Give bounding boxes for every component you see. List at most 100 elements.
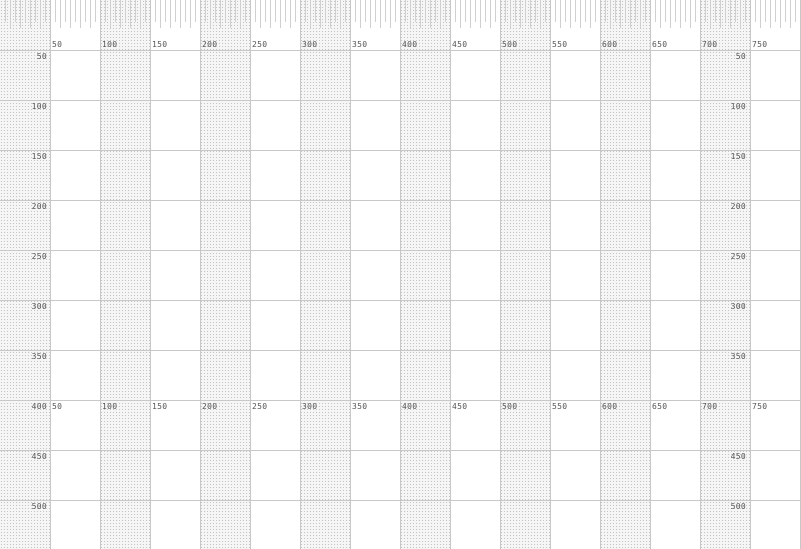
ruler-tick — [655, 0, 656, 22]
ruler-tick — [135, 0, 136, 22]
ruler-label: 50 — [735, 52, 746, 61]
ruler-tick — [165, 0, 166, 22]
grid-horizontal-line — [0, 150, 801, 151]
grid-horizontal-line — [0, 250, 801, 251]
dotted-column-band — [600, 0, 650, 549]
ruler-label: 350 — [31, 352, 47, 361]
ruler-tick — [715, 0, 716, 22]
ruler-tick — [760, 0, 761, 28]
ruler-tick — [210, 0, 211, 28]
dotted-column-band — [0, 0, 50, 549]
ruler-tick — [635, 0, 636, 22]
ruler-tick — [690, 0, 691, 28]
ruler-tick — [580, 0, 581, 28]
ruler-tick — [235, 0, 236, 22]
ruler-tick — [590, 0, 591, 28]
ruler-tick — [540, 0, 541, 28]
ruler-tick — [640, 0, 641, 28]
ruler-label: 250 — [730, 252, 746, 261]
ruler-tick — [95, 0, 96, 22]
ruler-tick — [480, 0, 481, 28]
grid-vertical-line — [250, 0, 251, 549]
ruler-tick — [20, 0, 21, 28]
ruler-tick — [595, 0, 596, 22]
ruler-tick — [305, 0, 306, 22]
ruler-tick — [295, 0, 296, 22]
ruler-tick — [255, 0, 256, 22]
ruler-tick — [290, 0, 291, 28]
ruler-tick — [340, 0, 341, 28]
ruler-tick — [55, 0, 56, 22]
ruler-label: 100 — [31, 102, 47, 111]
ruler-label: 200 — [202, 40, 218, 49]
grid-vertical-line — [100, 0, 101, 549]
grid-vertical-line — [300, 0, 301, 549]
ruler-tick — [30, 0, 31, 28]
ruler-tick — [725, 0, 726, 22]
ruler-label: 300 — [31, 302, 47, 311]
ruler-tick — [270, 0, 271, 28]
ruler-tick — [110, 0, 111, 28]
ruler-tick — [475, 0, 476, 22]
ruler-tick — [325, 0, 326, 22]
ruler-tick — [370, 0, 371, 28]
ruler-tick — [85, 0, 86, 22]
ruler-label: 250 — [252, 402, 268, 411]
ruler-tick — [505, 0, 506, 22]
ruler-tick — [330, 0, 331, 28]
ruler-tick — [360, 0, 361, 28]
ruler-tick — [320, 0, 321, 28]
grid-horizontal-line — [0, 300, 801, 301]
ruler-tick — [685, 0, 686, 22]
ruler-tick — [75, 0, 76, 22]
ruler-tick — [260, 0, 261, 28]
ruler-label: 200 — [730, 202, 746, 211]
grid-vertical-line — [400, 0, 401, 549]
ruler-tick — [455, 0, 456, 22]
ruler-tick — [15, 0, 16, 22]
grid-vertical-line — [600, 0, 601, 549]
ruler-tick — [120, 0, 121, 28]
ruler-label: 650 — [652, 40, 668, 49]
ruler-label: 450 — [452, 40, 468, 49]
ruler-tick — [140, 0, 141, 28]
ruler-tick — [45, 0, 46, 22]
ruler-label: 350 — [352, 402, 368, 411]
ruler-tick — [440, 0, 441, 28]
ruler-tick — [430, 0, 431, 28]
grid-vertical-line — [750, 0, 751, 549]
ruler-label: 150 — [152, 402, 168, 411]
ruler-tick — [155, 0, 156, 22]
ruler-tick — [710, 0, 711, 28]
ruler-tick — [615, 0, 616, 22]
ruler-tick — [60, 0, 61, 28]
ruler-label: 600 — [602, 40, 618, 49]
grid-vertical-line — [50, 0, 51, 549]
ruler-tick — [660, 0, 661, 28]
ruler-tick — [735, 0, 736, 22]
ruler-tick — [310, 0, 311, 28]
dotted-column-band — [100, 0, 150, 549]
ruler-label: 400 — [31, 402, 47, 411]
ruler-tick — [555, 0, 556, 22]
ruler-tick — [425, 0, 426, 22]
ruler-tick — [335, 0, 336, 22]
ruler-label: 300 — [302, 40, 318, 49]
grid-horizontal-line — [0, 500, 801, 501]
ruler-tick — [390, 0, 391, 28]
ruler-label: 650 — [652, 402, 668, 411]
ruler-label: 500 — [31, 502, 47, 511]
ruler-tick — [645, 0, 646, 22]
grid-vertical-line — [150, 0, 151, 549]
ruler-label: 700 — [702, 402, 718, 411]
ruler-label: 250 — [252, 40, 268, 49]
ruler-label: 450 — [730, 452, 746, 461]
ruler-tick — [510, 0, 511, 28]
ruler-tick — [625, 0, 626, 22]
grid-vertical-line — [550, 0, 551, 549]
ruler-tick — [620, 0, 621, 28]
dotted-column-band — [500, 0, 550, 549]
ruler-tick — [630, 0, 631, 28]
ruler-tick — [190, 0, 191, 28]
grid-horizontal-line — [0, 200, 801, 201]
